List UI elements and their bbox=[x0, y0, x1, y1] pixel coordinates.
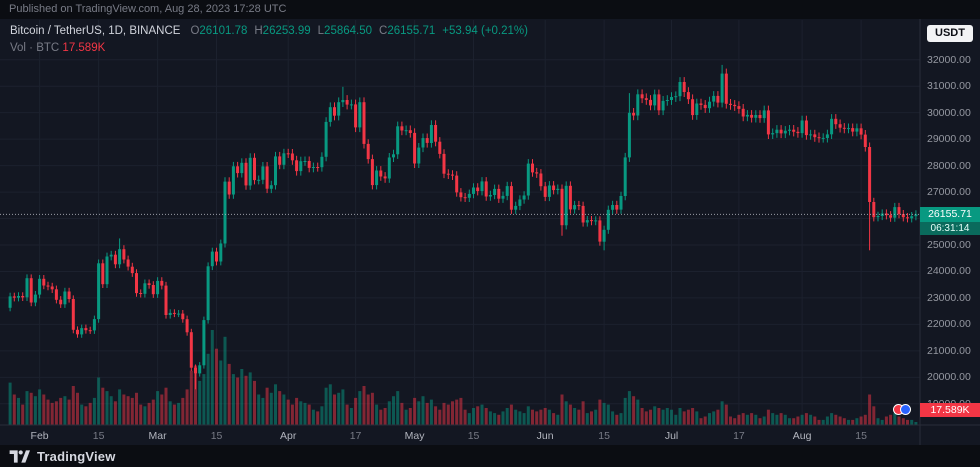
high-value: 26253.99 bbox=[262, 25, 311, 37]
last-price-label-group: 26155.71 06:31:14 bbox=[920, 206, 980, 235]
price-tick-label: 30000.00 bbox=[927, 106, 971, 119]
price-tick-label: 21000.00 bbox=[927, 344, 971, 357]
currency-toggle-button[interactable]: USDT bbox=[927, 25, 973, 42]
tradingview-logo-icon[interactable] bbox=[9, 449, 30, 464]
price-tick-label: 32000.00 bbox=[927, 53, 971, 66]
price-tick-label: 27000.00 bbox=[927, 186, 971, 199]
price-tick-label: 22000.00 bbox=[927, 318, 971, 331]
time-tick-label: Apr bbox=[279, 430, 297, 442]
published-bar: Published on TradingView.com, Aug 28, 20… bbox=[0, 0, 980, 19]
time-tick-label: May bbox=[404, 430, 425, 442]
high-label: H bbox=[254, 25, 263, 37]
time-tick-label: 15 bbox=[92, 430, 105, 442]
last-volume-badge: 17.589K bbox=[920, 403, 980, 417]
low-value: 25864.50 bbox=[324, 25, 373, 37]
price-tick-label: 31000.00 bbox=[927, 80, 971, 93]
time-tick-label: Mar bbox=[148, 430, 167, 442]
symbol-title[interactable]: Bitcoin / TetherUS, 1D, BINANCE bbox=[10, 25, 181, 37]
price-tick-label: 24000.00 bbox=[927, 265, 971, 278]
time-tick-label: 17 bbox=[733, 430, 745, 442]
time-tick-label: 15 bbox=[210, 430, 223, 442]
blue-event-icon[interactable] bbox=[900, 404, 911, 415]
footer-bar: TradingView bbox=[0, 445, 980, 467]
legend-row-main: Bitcoin / TetherUS, 1D, BINANCE O26101.78… bbox=[10, 25, 528, 37]
change-value: +53.94 (+0.21%) bbox=[442, 25, 528, 37]
low-label: L bbox=[317, 25, 325, 37]
price-tick-label: 28000.00 bbox=[927, 159, 971, 172]
time-tick-label: 15 bbox=[855, 430, 867, 442]
price-tick-label: 20000.00 bbox=[927, 371, 971, 384]
last-price-badge: 26155.71 bbox=[920, 206, 980, 222]
volume-value: 17.589K bbox=[62, 42, 106, 54]
tradingview-brand-text[interactable]: TradingView bbox=[37, 448, 116, 464]
chart-legend: Bitcoin / TetherUS, 1D, BINANCE O26101.78… bbox=[10, 25, 528, 54]
time-tick-label: 15 bbox=[598, 430, 610, 442]
price-tick-label: 23000.00 bbox=[927, 291, 971, 304]
bar-countdown-badge: 06:31:14 bbox=[920, 221, 980, 235]
price-tick-label: 25000.00 bbox=[927, 239, 971, 251]
volume-series bbox=[8, 330, 918, 426]
volume-label: Vol · BTC bbox=[10, 42, 60, 54]
time-tick-label: 17 bbox=[349, 430, 362, 442]
open-value: 26101.78 bbox=[199, 25, 248, 37]
time-tick-label: Aug bbox=[792, 430, 812, 442]
price-tick-label: 29000.00 bbox=[927, 133, 971, 146]
close-label: C bbox=[379, 25, 388, 37]
legend-row-volume: Vol · BTC 17.589K bbox=[10, 42, 528, 54]
open-label: O bbox=[190, 25, 200, 37]
timeline-event-icons[interactable] bbox=[893, 404, 911, 415]
published-text: Published on TradingView.com, Aug 28, 20… bbox=[9, 3, 287, 15]
candlestick-series bbox=[8, 64, 918, 390]
close-value: 26155.71 bbox=[387, 25, 436, 37]
time-axis[interactable]: Feb 15 Mar 15 Apr 17 May 15 Jun 15 Jul 17 Aug 15 bbox=[0, 0, 920, 467]
time-tick-label: Feb bbox=[30, 430, 49, 442]
time-tick-label: 15 bbox=[467, 430, 480, 442]
time-tick-label: Jun bbox=[536, 430, 554, 442]
time-tick-label: Jul bbox=[664, 430, 679, 442]
